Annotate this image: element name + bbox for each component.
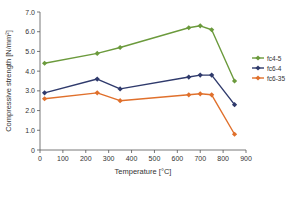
point (232, 78, 237, 83)
y-tick (37, 90, 40, 91)
x-tick-label: 800 (217, 155, 229, 162)
point (209, 92, 214, 97)
chart: 0 1.0 2.0 3.0 4.0 5.0 6.0 7.0 0 100 200 300 400 500 60… (0, 0, 300, 200)
y-tick-label: 3.0 (25, 87, 35, 94)
x-tick (108, 150, 109, 153)
x-tick (85, 150, 86, 153)
y-tick-label: 2.0 (25, 107, 35, 114)
x-tick (131, 150, 132, 153)
point (186, 74, 191, 79)
y-tick (37, 51, 40, 52)
point (198, 91, 203, 96)
point (95, 51, 100, 56)
point (118, 45, 123, 50)
y-axis-label: Compressive strength [N/mm²] (4, 30, 13, 132)
point (186, 25, 191, 30)
point (118, 98, 123, 103)
y-tick (37, 150, 40, 151)
x-axis-label: Temperature [°C] (115, 167, 172, 176)
legend-label: fc6-4 (267, 65, 282, 72)
point (42, 61, 47, 66)
y-tick-label: 6.0 (25, 28, 35, 35)
point (186, 92, 191, 97)
x-tick-label: 200 (80, 155, 92, 162)
point (95, 90, 100, 95)
point (198, 72, 203, 77)
legend-label: fc4-5 (267, 55, 282, 62)
x-tick (177, 150, 178, 153)
y-tick-label: 5.0 (25, 48, 35, 55)
point (198, 23, 203, 28)
x-tick (40, 150, 41, 153)
point (95, 76, 100, 81)
x-tick-label: 900 (240, 155, 252, 162)
x-tick-label: 300 (103, 155, 115, 162)
legend-marker (255, 55, 260, 60)
x-tick (246, 150, 247, 153)
legend-label: fc6-35 (267, 75, 285, 82)
x-tick-label: 700 (194, 155, 206, 162)
y-tick (37, 71, 40, 72)
point (232, 132, 237, 137)
y-tick (37, 12, 40, 13)
legend-marker (255, 75, 260, 80)
x-tick-label: 400 (126, 155, 138, 162)
series-line (45, 93, 235, 134)
x-tick-label: 600 (171, 155, 183, 162)
point (232, 102, 237, 107)
y-tick-label: 7.0 (25, 9, 35, 16)
series-line (45, 26, 235, 81)
point (42, 96, 47, 101)
point (42, 90, 47, 95)
x-tick (223, 150, 224, 153)
y-tick-label: 4.0 (25, 68, 35, 75)
x-tick-label: 500 (149, 155, 161, 162)
series-line (45, 75, 235, 105)
x-tick-label: 0 (38, 155, 42, 162)
point (209, 27, 214, 32)
legend-marker (255, 65, 260, 70)
x-tick (200, 150, 201, 153)
point (209, 72, 214, 77)
legend: fc4-5 fc6-4 fc6-35 (252, 55, 285, 82)
x-tick (154, 150, 155, 153)
y-tick (37, 130, 40, 131)
point (118, 86, 123, 91)
x-axis (40, 150, 246, 151)
y-tick-label: 1.0 (25, 127, 35, 134)
x-tick (62, 150, 63, 153)
y-axis (40, 12, 41, 150)
y-tick-label: 0 (31, 147, 35, 154)
plot-area (42, 23, 237, 137)
x-tick-label: 100 (57, 155, 69, 162)
y-tick (37, 110, 40, 111)
y-tick (37, 31, 40, 32)
